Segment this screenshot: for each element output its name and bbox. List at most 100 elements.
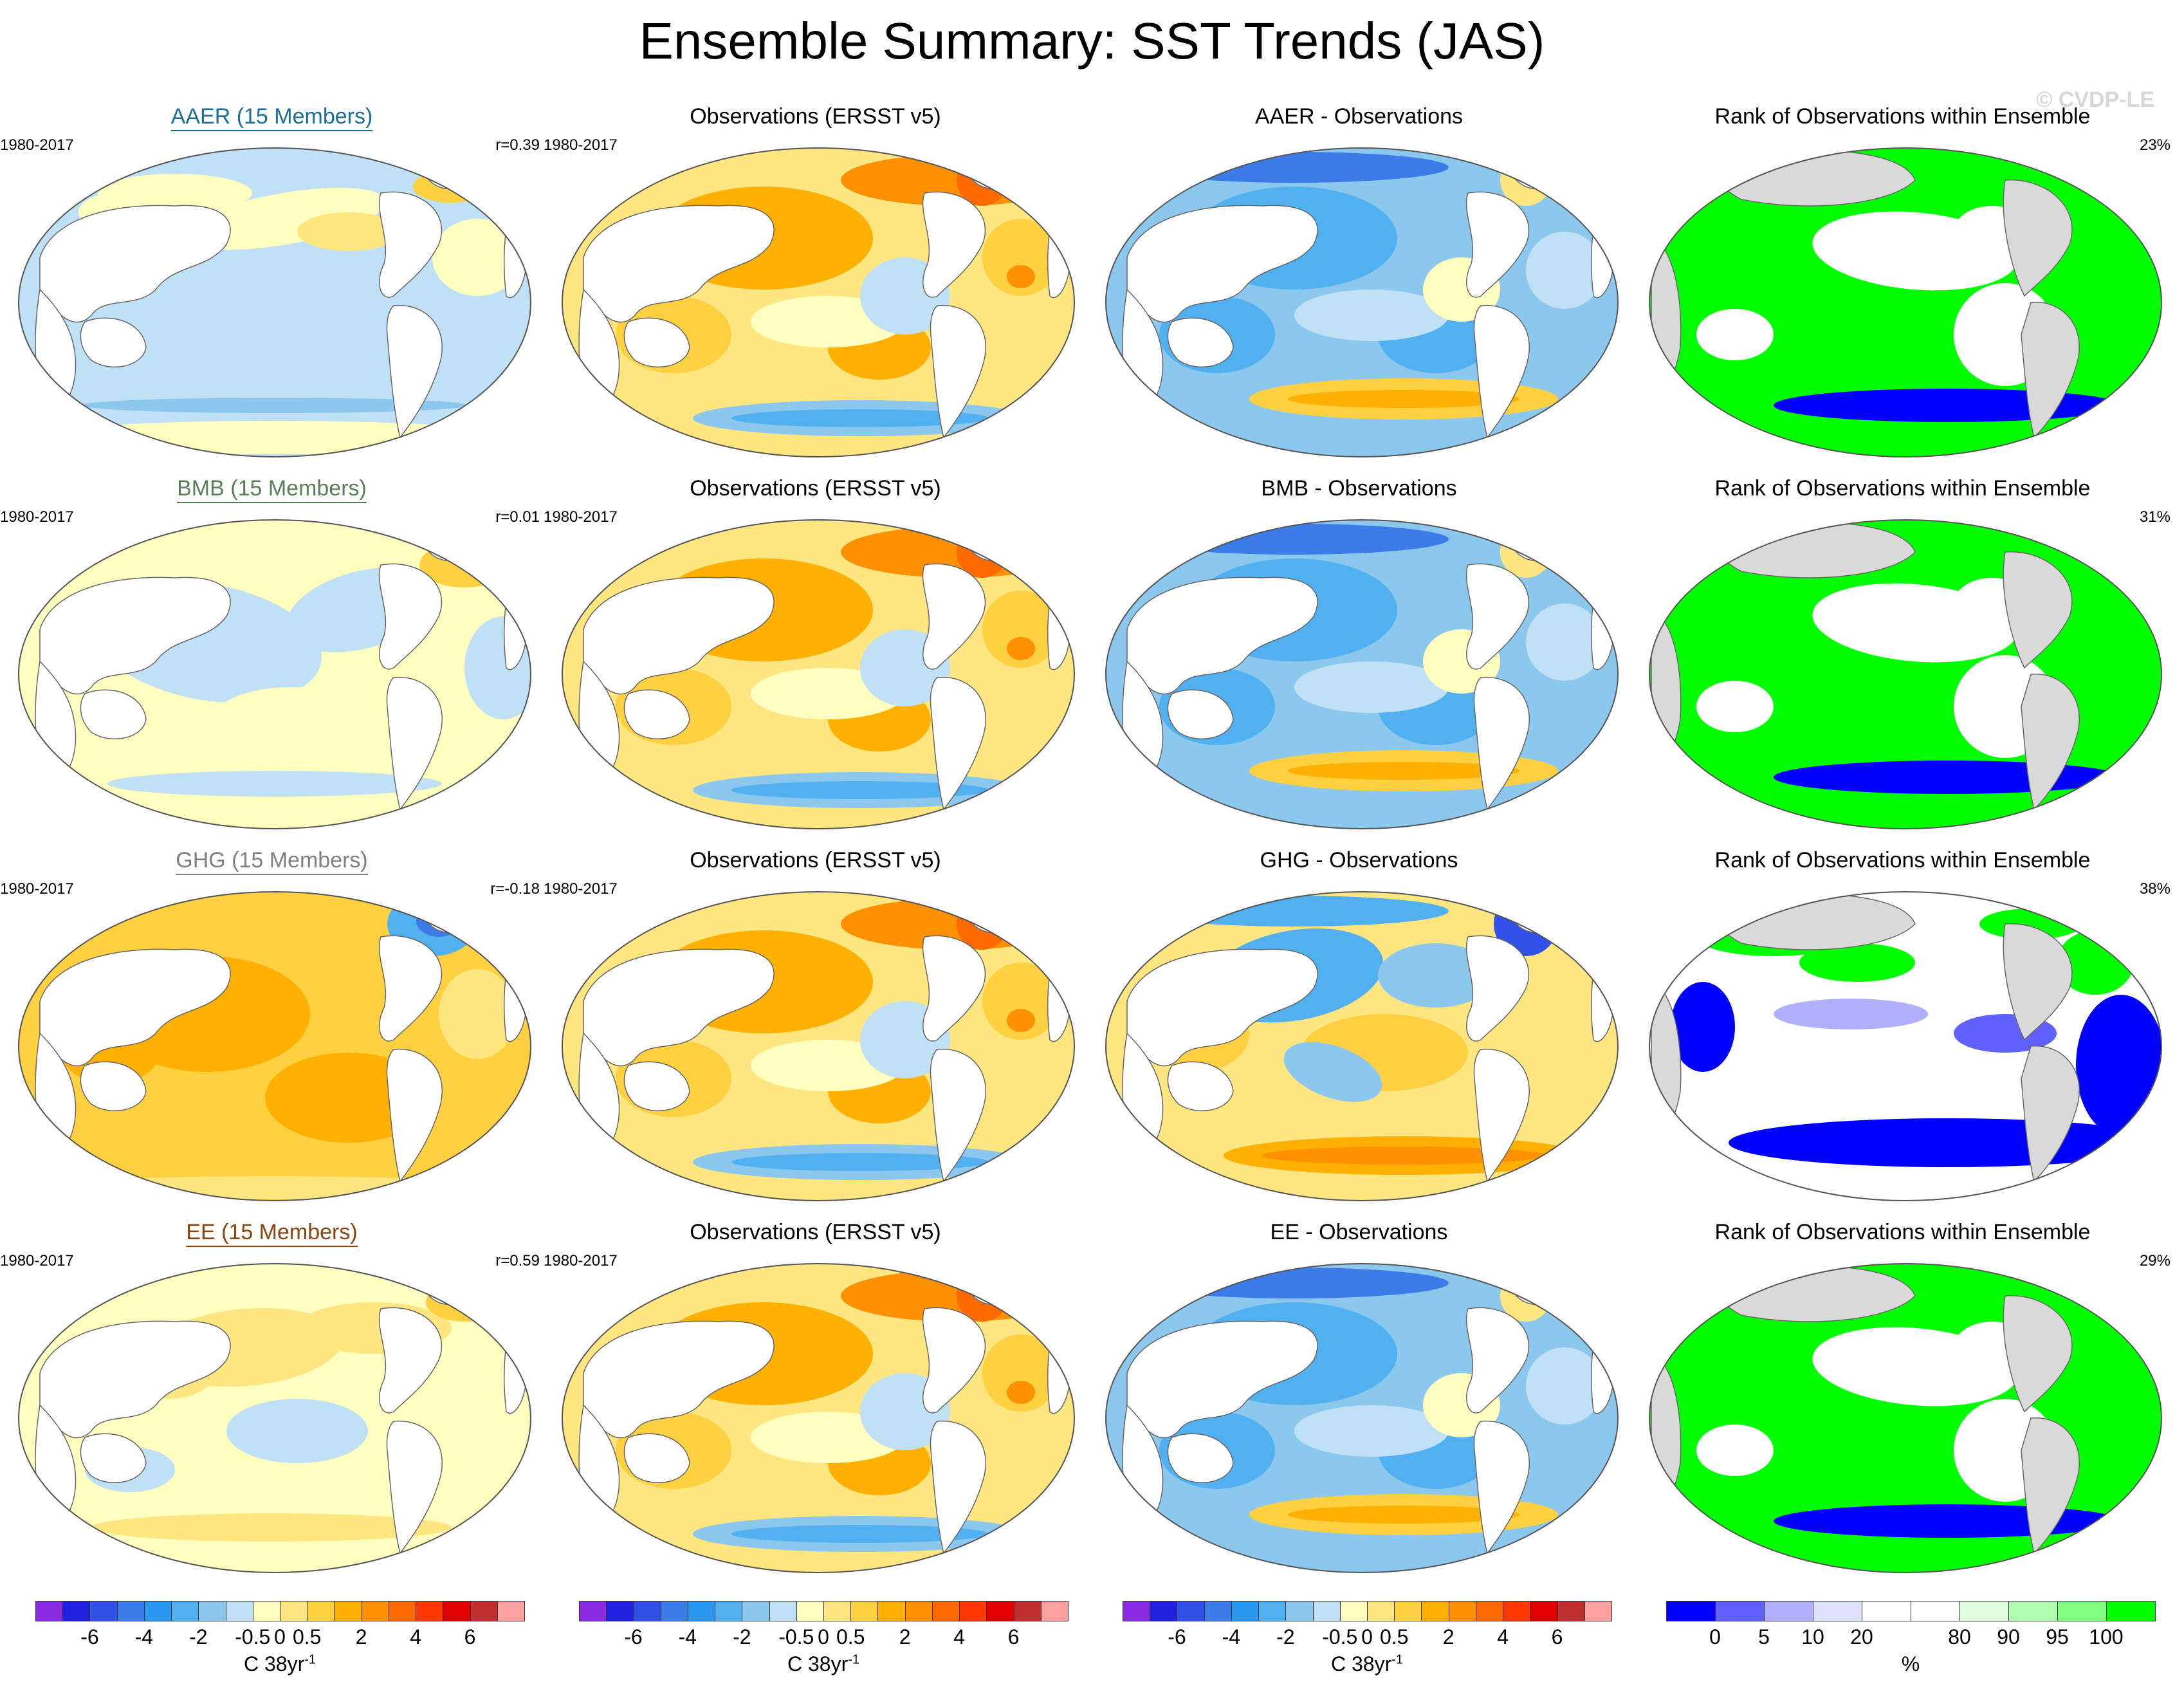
trend-region <box>1774 1504 2121 1538</box>
map-border <box>1649 147 2162 457</box>
colorbar-swatch <box>742 1601 770 1621</box>
colorbar-swatch <box>1285 1601 1314 1621</box>
colorbar-swatch <box>116 1601 145 1621</box>
trend-region <box>30 421 519 454</box>
panel-r4-rank: Rank of Observations within Ensemble 29% <box>1631 1220 2174 1580</box>
trend-region <box>1696 681 1774 732</box>
panel-r1-rank-map <box>1645 142 2166 460</box>
colorbar-units: C 38yr-1 <box>579 1652 1068 1676</box>
panel-title: GHG (15 Members) <box>0 848 544 875</box>
colorbar-tick-label: 2 <box>1442 1625 1454 1648</box>
land-australia <box>1167 1061 1234 1112</box>
land-asia <box>1126 1320 1318 1439</box>
period-label: 1980-2017 <box>544 880 618 898</box>
map-border <box>18 147 531 457</box>
panel-title-text: BMB (15 Members) <box>177 476 367 503</box>
land-asia <box>1126 948 1318 1067</box>
land-australia <box>1167 317 1234 368</box>
colorbar-swatch <box>388 1601 417 1621</box>
colorbar-swatch <box>497 1601 525 1621</box>
colorbar-tick-label: -4 <box>134 1625 154 1648</box>
colorbar-tick-label: 100 <box>2089 1625 2124 1648</box>
land-south-america <box>2021 673 2080 811</box>
panel-r3-obs: Observations (ERSST v5) 1980-2017 <box>544 848 1087 1208</box>
trend-region <box>2076 1354 2140 1418</box>
panel-title: GHG - Observations <box>1087 848 1631 873</box>
panel-r2-diff: BMB - Observations <box>1087 476 1631 836</box>
panel-r1-ensemble: AAER (15 Members) 1980-2017 r=0.39 <box>0 104 544 465</box>
land-north-america <box>922 563 986 670</box>
colorbar-swatches <box>1666 1601 2156 1621</box>
land-south-america <box>386 304 443 439</box>
colorbar-swatch <box>579 1601 607 1621</box>
panel-r1-obs: Observations (ERSST v5) 1980-2017 <box>544 104 1087 465</box>
colorbar-swatch <box>1421 1601 1449 1621</box>
land-australia <box>623 1061 690 1112</box>
land-asia <box>39 205 231 323</box>
colorbar-swatch <box>1231 1601 1260 1621</box>
land-north-america <box>2003 1295 2073 1413</box>
colorbar-swatch <box>1862 1601 1911 1621</box>
colorbar-swatch <box>279 1601 308 1621</box>
panel-r4-rank-map-svg <box>1649 1263 2162 1573</box>
map-border <box>18 519 531 829</box>
map-border <box>1105 891 1619 1201</box>
panel-title: Rank of Observations within Ensemble <box>1631 104 2174 129</box>
trend-region <box>2076 610 2140 674</box>
panel-title-text: Rank of Observations within Ensemble <box>1714 476 2091 501</box>
map-border <box>562 1263 1075 1573</box>
colorbar-tick-label: -0.5 <box>235 1625 271 1648</box>
colorbar-tick-label: -0.5 <box>1322 1625 1358 1648</box>
trend-region <box>1774 389 2121 422</box>
pattern-correlation: r=-0.18 <box>490 880 540 898</box>
colorbar-swatch <box>2008 1601 2058 1621</box>
panel-title-text: GHG (15 Members) <box>176 848 368 875</box>
colorbar-units-text: C 38yr <box>243 1652 305 1675</box>
colorbar-tick-label: 10 <box>1801 1625 1824 1648</box>
period-label: 1980-2017 <box>0 136 74 154</box>
panel-title: Observations (ERSST v5) <box>544 1220 1087 1245</box>
panel-r1-rank: Rank of Observations within Ensemble 23% <box>1631 104 2174 465</box>
colorbar-tick-label: -2 <box>189 1625 208 1648</box>
panel-r3-diff: GHG - Observations <box>1087 848 1631 1208</box>
colorbar-tick-label: -6 <box>1168 1625 1186 1648</box>
panel-r3-diff-map <box>1101 885 1622 1204</box>
panel-title: Observations (ERSST v5) <box>544 848 1087 873</box>
land-south-america <box>386 1048 443 1183</box>
colorbar-swatch <box>62 1601 91 1621</box>
land-australia <box>80 689 147 740</box>
colorbar-tick-label: -6 <box>80 1625 99 1648</box>
colorbar-swatch <box>1448 1601 1476 1621</box>
colorbar-tick-label: 0 <box>1361 1625 1373 1648</box>
trend-region <box>982 1334 1060 1412</box>
period-label: 1980-2017 <box>544 1252 618 1269</box>
trend-region <box>1526 1347 1603 1425</box>
trend-region <box>439 969 516 1059</box>
land-north-america <box>2003 923 2073 1041</box>
land-north-america <box>2003 179 2073 297</box>
land-asia <box>583 948 775 1067</box>
colorbar-swatch <box>171 1601 199 1621</box>
colorbar-swatch <box>1177 1601 1205 1621</box>
panel-r4-ensemble: EE (15 Members) 1980-2017 r=0.59 <box>0 1220 544 1580</box>
map-border <box>1649 1263 2162 1573</box>
trend-region <box>1526 604 1603 681</box>
trend-region <box>1288 1506 1519 1524</box>
land-asia <box>583 1320 775 1439</box>
panel-r2-obs-map <box>558 513 1079 832</box>
panel-title: Rank of Observations within Ensemble <box>1631 476 2174 501</box>
trend-region <box>982 963 1060 1040</box>
pattern-correlation: r=0.01 <box>495 508 540 526</box>
panel-r2-rank-map-svg <box>1649 519 2162 829</box>
trend-region <box>982 591 1060 668</box>
land-south-america <box>2021 301 2080 439</box>
colorbar-units: % <box>1666 1652 2155 1676</box>
panel-r1-ensemble-map <box>14 142 535 460</box>
trend-region <box>43 1176 506 1199</box>
trend-region <box>1007 265 1035 288</box>
panel-title: AAER (15 Members) <box>0 104 544 131</box>
trend-region <box>1526 232 1603 309</box>
trend-region <box>149 277 265 328</box>
colorbar-swatch <box>1715 1601 1765 1621</box>
land-australia <box>623 689 690 740</box>
